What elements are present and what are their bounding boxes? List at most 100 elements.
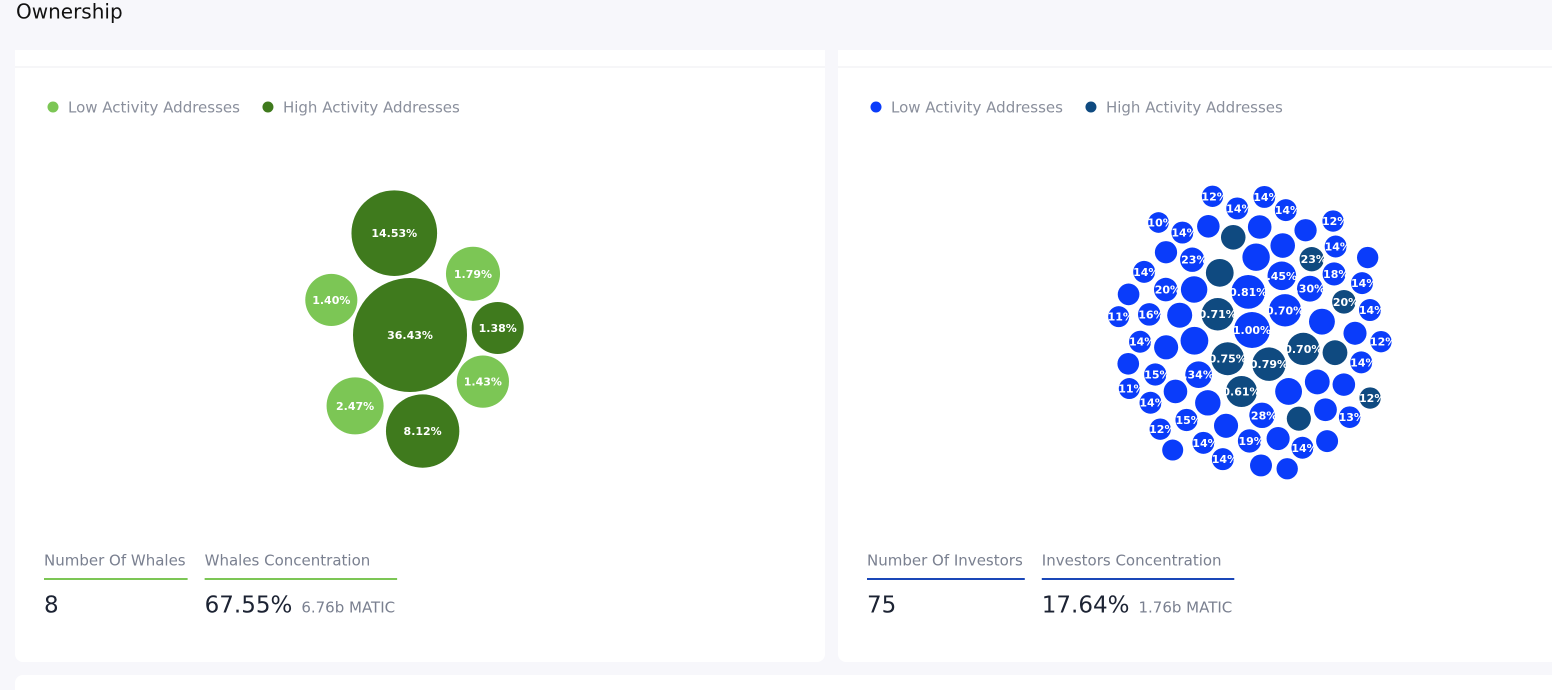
- bubble: [1358, 299, 1381, 322]
- bubble: [351, 190, 438, 276]
- bubble: [471, 301, 524, 354]
- stat-label: Number Of Investors: [867, 552, 1023, 570]
- bubble: [385, 394, 460, 468]
- bubble-label: .14%: [1355, 304, 1386, 317]
- bubble-label: 36.43%: [387, 329, 433, 342]
- bubble: [1268, 294, 1302, 327]
- bubble-label: 0.61%: [1222, 386, 1260, 399]
- bubble-label: .14%: [1347, 277, 1378, 290]
- bubble: [1171, 221, 1194, 244]
- stat-detail: 1.76b MATIC: [1138, 599, 1232, 617]
- bubble: [1180, 276, 1208, 303]
- bubble: [1299, 247, 1324, 272]
- bubble: [1213, 413, 1239, 438]
- bubble: [1180, 326, 1209, 355]
- bubble-label: 2.47%: [336, 400, 374, 413]
- bubble: [1338, 406, 1361, 429]
- bubble-label: .23%: [1296, 253, 1327, 266]
- bubble: [1185, 361, 1212, 389]
- bubble-label: .14%: [1271, 204, 1302, 217]
- bubble: [326, 377, 384, 435]
- bubble: [1148, 212, 1169, 233]
- bubble: [305, 273, 358, 326]
- bubble: [1205, 258, 1234, 287]
- bubble-label: .20%: [1151, 284, 1182, 297]
- bubble-label: 1.40%: [312, 294, 350, 307]
- bubble: [1154, 335, 1179, 360]
- legend-dot: [870, 101, 882, 113]
- bubble-label: .12%: [1145, 423, 1176, 436]
- card: [15, 675, 1552, 690]
- bubble-label: 14.53%: [371, 227, 417, 240]
- bubble: [1118, 378, 1140, 400]
- bubble: [1192, 431, 1215, 454]
- bubble-label: .12%: [1366, 336, 1397, 349]
- bubble: [1180, 247, 1205, 272]
- bubble: [1294, 219, 1317, 242]
- bubble-label: .14%: [1287, 442, 1318, 455]
- bubble: [1322, 210, 1344, 232]
- bubble: [1117, 352, 1140, 375]
- bubble: [1175, 408, 1198, 432]
- bubble: [1211, 448, 1234, 471]
- bubble: [1197, 215, 1220, 238]
- bubble: [1370, 330, 1392, 353]
- legend-label: Low Activity Addresses: [891, 99, 1063, 117]
- stat-value: 67.55%: [205, 593, 293, 619]
- bubble-label: 8.12%: [404, 425, 442, 438]
- bubble: [1250, 454, 1272, 477]
- bubble: [1267, 261, 1297, 291]
- page-title: Ownership: [16, 0, 123, 24]
- bubble-label: .14%: [1167, 227, 1198, 240]
- bubble: [1237, 429, 1262, 453]
- bubble-label: .20%: [1329, 296, 1360, 309]
- bubble: [1322, 340, 1348, 366]
- bubble: [1226, 197, 1249, 220]
- bubble: [456, 355, 510, 408]
- bubble-label: .23%: [1177, 254, 1208, 267]
- bubble-label: 0.79%: [1250, 358, 1288, 371]
- bubble: [1201, 297, 1234, 331]
- bubble: [1195, 390, 1221, 416]
- bubble-label: 0.70%: [1266, 304, 1304, 317]
- bubble: [1149, 418, 1171, 440]
- bubble: [1322, 262, 1346, 286]
- bubble-label: .14%: [1125, 336, 1156, 349]
- bubble-label: .14%: [1222, 202, 1253, 215]
- bubble-label: 1.43%: [464, 376, 502, 389]
- bubble-label: .14%: [1346, 356, 1377, 369]
- bubble: [1220, 224, 1246, 250]
- bubble: [1270, 233, 1296, 258]
- bubble: [1351, 272, 1374, 295]
- bubble: [1162, 439, 1184, 461]
- bubble-label: .14%: [1208, 453, 1239, 466]
- bubble: [1231, 275, 1266, 309]
- bubble: [1286, 406, 1311, 431]
- bubble: [1108, 306, 1130, 328]
- bubble: [1117, 283, 1140, 306]
- bubble-label: 1.00%: [1233, 324, 1271, 337]
- bubble: [1274, 199, 1297, 222]
- bubble-label: .34%: [1183, 369, 1214, 382]
- bubble-label: .16%: [1134, 308, 1165, 321]
- bubble: [1201, 185, 1224, 207]
- header-bar: [0, 0, 1552, 50]
- bubble: [1247, 215, 1272, 239]
- bubble: [1296, 275, 1323, 302]
- bubble: [1163, 379, 1188, 404]
- bubble: [1167, 302, 1193, 328]
- legend-label: High Activity Addresses: [1106, 99, 1283, 117]
- bubble-label: .11%: [1103, 311, 1134, 324]
- bubble: [445, 246, 501, 301]
- bubble-label: .12%: [1355, 392, 1386, 405]
- bubble: [1304, 369, 1330, 395]
- bubble-label: .10%: [1143, 216, 1174, 229]
- bubble: [1154, 241, 1178, 264]
- bubble-label: .14%: [1135, 397, 1166, 410]
- bubble: [1225, 375, 1258, 408]
- bubble-label: 1.79%: [454, 268, 492, 281]
- bubble-label: .15%: [1171, 414, 1202, 427]
- bubble-label: .14%: [1249, 191, 1280, 204]
- bubble: [1309, 308, 1335, 335]
